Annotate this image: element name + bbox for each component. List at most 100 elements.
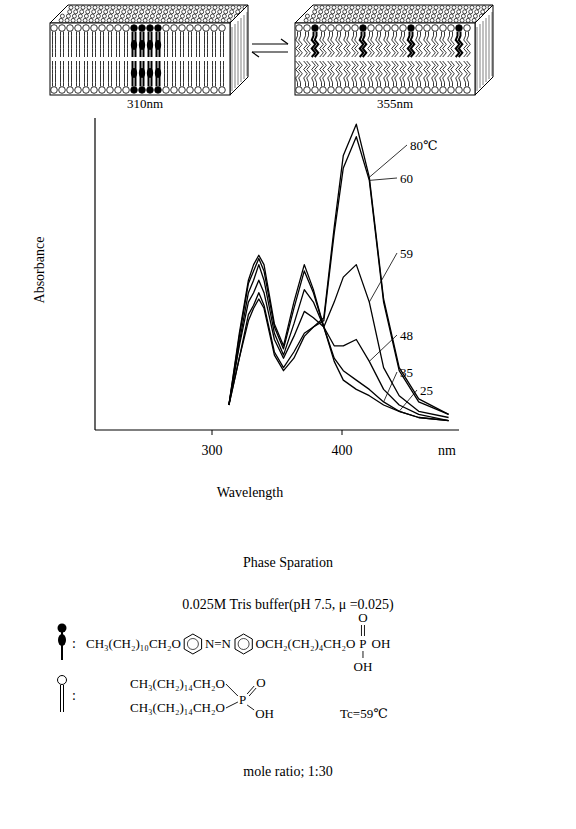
lipid-head <box>425 14 429 18</box>
lipid-tail <box>443 61 447 87</box>
bond <box>247 686 254 694</box>
lipid-tail <box>403 61 407 87</box>
lipid-head <box>99 6 103 10</box>
lipid-head <box>353 14 357 18</box>
lipid-head <box>415 10 419 14</box>
lipid-head <box>231 6 235 10</box>
leader-line <box>369 335 397 361</box>
lipid-head <box>225 6 229 10</box>
lipid-head <box>359 14 363 18</box>
lipid-head <box>392 6 396 10</box>
lipid-tail <box>344 61 348 87</box>
lipid-tail <box>55 32 56 58</box>
lipid-tail <box>207 61 208 87</box>
bond <box>226 684 238 696</box>
lipid-head <box>144 14 148 18</box>
leader-line <box>369 178 397 180</box>
lipid-head <box>371 14 375 18</box>
lipid-head <box>155 18 159 22</box>
lipid-head <box>114 14 118 18</box>
lipid-head <box>203 25 210 32</box>
lipid-head <box>312 25 319 32</box>
formula: O <box>256 675 265 690</box>
formula: O <box>358 610 367 625</box>
lipid-head <box>84 14 88 18</box>
curve-label: 60 <box>400 171 413 186</box>
leader-line <box>399 390 417 411</box>
lipid-head <box>320 6 324 10</box>
lipid-head <box>432 87 439 94</box>
lipid-tail <box>183 32 184 58</box>
lipid-tail <box>451 32 455 58</box>
lipid-head <box>314 6 318 10</box>
lipid-head <box>436 18 440 22</box>
lipid-head <box>419 14 423 18</box>
lipid-head <box>400 25 407 32</box>
lipid-head <box>320 25 327 32</box>
lipid-tail <box>323 32 327 58</box>
lipid-head <box>365 14 369 18</box>
lipid-head <box>356 6 360 10</box>
lipid-head <box>362 6 366 10</box>
lipid-head <box>74 10 78 14</box>
lipid-head <box>66 14 70 18</box>
lipid-tail <box>100 32 101 58</box>
lipid-head <box>152 10 156 14</box>
lipid-head <box>183 6 187 10</box>
lipid-tail <box>315 61 319 87</box>
lipid-head <box>456 25 463 32</box>
lipid-head <box>179 87 186 94</box>
lipid-tail <box>196 61 197 87</box>
lipid-head <box>340 18 344 22</box>
lipid-head <box>328 18 332 22</box>
lipid-head <box>296 25 303 32</box>
membrane-side <box>475 5 493 95</box>
lipid-head <box>312 87 319 94</box>
lipid-tail <box>164 61 165 87</box>
lipid-tail <box>204 32 205 58</box>
lipid-tail <box>108 61 109 87</box>
lipid-tail <box>448 32 452 58</box>
lipid-head <box>344 87 351 94</box>
lipid-head <box>98 10 102 14</box>
curve-label: 80℃ <box>410 138 438 153</box>
lipid-tail <box>432 32 436 58</box>
lipid-head <box>72 14 76 18</box>
x-tick-label: 300 <box>202 443 223 458</box>
lipid-tail <box>360 32 364 58</box>
lipid-head <box>473 14 477 18</box>
lipid-head <box>195 87 202 94</box>
lipid-head <box>219 87 226 94</box>
lipid-tail <box>459 32 463 58</box>
curve-label: 35 <box>400 365 413 380</box>
lipid-head <box>328 87 335 94</box>
lipid-head <box>394 18 398 22</box>
lipid-tail <box>92 32 93 58</box>
lipid-head <box>155 25 162 32</box>
curve-label: 48 <box>400 328 413 343</box>
lipid-tail <box>328 32 332 58</box>
lipid-head <box>230 10 234 14</box>
lipid-tail <box>52 32 53 58</box>
lipid-head <box>201 6 205 10</box>
lipid-tail <box>296 32 300 58</box>
lipid-head <box>430 18 434 22</box>
lipid-tail <box>60 61 61 87</box>
lipid-head <box>131 18 135 22</box>
membrane-side-line <box>492 12 493 76</box>
lipid-tail <box>427 61 431 87</box>
leader-line <box>369 253 397 302</box>
lipid-head <box>176 10 180 14</box>
lipid-tail <box>355 61 359 87</box>
lipid-tail <box>395 61 399 87</box>
lipid-head <box>397 10 401 14</box>
lipid-head <box>207 6 211 10</box>
lipid-head <box>219 6 223 10</box>
lipid-head <box>341 14 345 18</box>
lipid-head <box>140 10 144 14</box>
lipid-tail <box>199 32 200 58</box>
lipid-tail <box>52 61 53 87</box>
lipid-head <box>403 10 407 14</box>
lipid-head <box>107 18 111 22</box>
spectrum-line <box>229 258 449 420</box>
